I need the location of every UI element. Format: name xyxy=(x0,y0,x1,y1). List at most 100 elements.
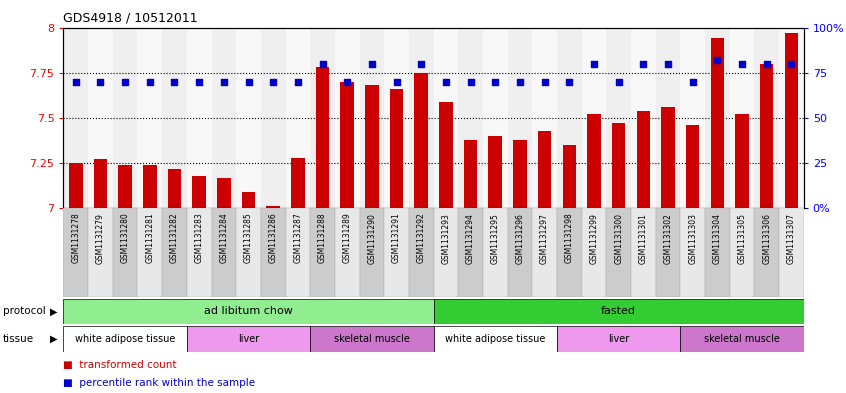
Point xyxy=(192,79,206,85)
Text: tissue: tissue xyxy=(3,334,34,344)
Bar xyxy=(187,208,212,297)
Bar xyxy=(729,28,755,208)
Bar xyxy=(310,326,433,352)
Text: GSM1131292: GSM1131292 xyxy=(417,213,426,263)
Text: GSM1131305: GSM1131305 xyxy=(738,213,746,264)
Text: GSM1131283: GSM1131283 xyxy=(195,213,204,263)
Bar xyxy=(433,299,804,324)
Bar xyxy=(631,28,656,208)
Text: ■  percentile rank within the sample: ■ percentile rank within the sample xyxy=(63,378,255,388)
Bar xyxy=(266,206,280,208)
Bar xyxy=(680,326,804,352)
Bar xyxy=(94,160,107,208)
Point xyxy=(760,61,773,67)
Bar xyxy=(557,28,581,208)
Point xyxy=(636,61,650,67)
Bar xyxy=(88,28,113,208)
Point xyxy=(686,79,700,85)
Bar xyxy=(755,28,779,208)
Bar xyxy=(557,208,581,297)
Bar xyxy=(483,28,508,208)
Bar xyxy=(187,326,310,352)
Bar xyxy=(433,208,459,297)
Bar xyxy=(118,165,132,208)
Text: GSM1131302: GSM1131302 xyxy=(663,213,673,264)
Point xyxy=(291,79,305,85)
Bar xyxy=(636,111,650,208)
Bar xyxy=(137,28,162,208)
Bar xyxy=(261,208,285,297)
Bar xyxy=(784,33,798,208)
Bar xyxy=(143,165,157,208)
Text: ■  transformed count: ■ transformed count xyxy=(63,360,177,371)
Bar xyxy=(409,208,433,297)
Bar xyxy=(433,326,557,352)
Bar xyxy=(656,208,680,297)
Text: white adipose tissue: white adipose tissue xyxy=(75,334,175,344)
Bar xyxy=(488,136,502,208)
Point xyxy=(735,61,749,67)
Point xyxy=(415,61,428,67)
Text: GSM1131285: GSM1131285 xyxy=(244,213,253,263)
Text: protocol: protocol xyxy=(3,307,46,316)
Bar xyxy=(212,28,236,208)
Bar xyxy=(439,102,453,208)
Point xyxy=(439,79,453,85)
Bar xyxy=(212,208,236,297)
Text: GSM1131293: GSM1131293 xyxy=(442,213,450,264)
Bar xyxy=(192,176,206,208)
Text: fasted: fasted xyxy=(602,307,636,316)
Point xyxy=(365,61,379,67)
Bar xyxy=(779,28,804,208)
Text: GSM1131304: GSM1131304 xyxy=(713,213,722,264)
Point xyxy=(69,79,83,85)
Bar xyxy=(459,208,483,297)
Text: GSM1131291: GSM1131291 xyxy=(392,213,401,263)
Bar xyxy=(612,123,625,208)
Bar xyxy=(680,208,705,297)
Text: ad libitum chow: ad libitum chow xyxy=(204,307,293,316)
Text: GSM1131307: GSM1131307 xyxy=(787,213,796,264)
Bar xyxy=(459,28,483,208)
Bar xyxy=(168,169,181,208)
Bar xyxy=(137,208,162,297)
Text: GDS4918 / 10512011: GDS4918 / 10512011 xyxy=(63,12,198,25)
Text: GSM1131297: GSM1131297 xyxy=(540,213,549,264)
Point xyxy=(217,79,231,85)
Bar xyxy=(63,28,88,208)
Bar xyxy=(705,28,729,208)
Bar xyxy=(631,208,656,297)
Bar xyxy=(514,140,527,208)
Bar xyxy=(217,178,231,208)
Bar xyxy=(563,145,576,208)
Text: GSM1131280: GSM1131280 xyxy=(121,213,129,263)
Bar xyxy=(409,28,433,208)
Bar xyxy=(755,208,779,297)
Bar xyxy=(662,107,675,208)
Bar xyxy=(236,208,261,297)
Text: GSM1131289: GSM1131289 xyxy=(343,213,352,263)
Point xyxy=(538,79,552,85)
Text: skeletal muscle: skeletal muscle xyxy=(334,334,409,344)
Text: GSM1131282: GSM1131282 xyxy=(170,213,179,263)
Bar xyxy=(415,73,428,208)
Text: GSM1131290: GSM1131290 xyxy=(367,213,376,264)
Bar xyxy=(360,28,384,208)
Bar xyxy=(508,208,532,297)
Point xyxy=(563,79,576,85)
Text: GSM1131287: GSM1131287 xyxy=(294,213,302,263)
Point xyxy=(662,61,675,67)
Point xyxy=(242,79,255,85)
Bar xyxy=(538,130,552,208)
Bar xyxy=(335,28,360,208)
Point xyxy=(266,79,280,85)
Bar xyxy=(261,28,285,208)
Bar xyxy=(735,114,749,208)
Text: liver: liver xyxy=(608,334,629,344)
Bar xyxy=(365,85,379,208)
Bar xyxy=(187,28,212,208)
Bar xyxy=(236,28,261,208)
Point xyxy=(464,79,477,85)
Text: ▶: ▶ xyxy=(50,334,58,344)
Bar xyxy=(483,208,508,297)
